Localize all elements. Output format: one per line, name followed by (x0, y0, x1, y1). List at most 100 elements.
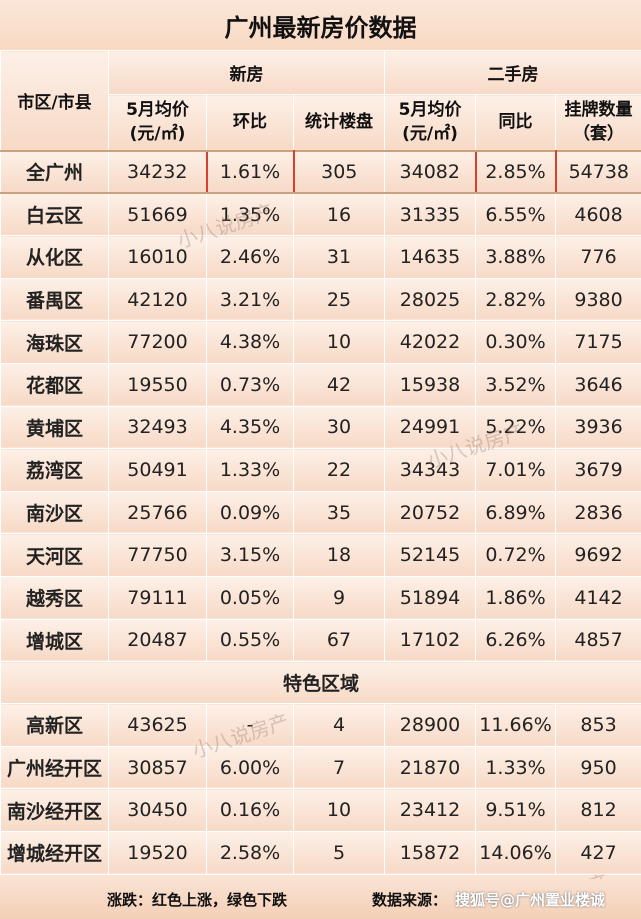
table-row: 海珠区 77200 4.38% 10 42022 0.30% 7175 (0, 320, 641, 364)
table-row: 从化区 16010 2.46% 31 14635 3.88% 776 (0, 235, 641, 279)
listing-count: 3936 (555, 405, 641, 450)
project-count: 18 (292, 533, 386, 577)
listing-count: 812 (555, 788, 641, 832)
new-mom: 1.33% (206, 448, 294, 492)
new-mom: 4.38% (206, 320, 294, 364)
second-yoy: 11.66% (475, 703, 557, 747)
project-count: 305 (292, 149, 386, 195)
footer-source: 数据来源： (372, 890, 448, 909)
listing-count: 4857 (555, 618, 641, 663)
second-yoy: 2.82% (475, 277, 557, 322)
listing-count: 427 (555, 830, 641, 875)
footer: 涨跌：红色上涨，绿色下跌 数据来源： 搜狐号@广州置业楼诚 (0, 879, 641, 919)
header-new-house: 新房 (107, 50, 386, 95)
listing-count: 7175 (555, 320, 641, 364)
table-row: 越秀区 79111 0.05% 9 51894 1.86% 4142 (0, 575, 641, 620)
header-new-col: 统计楼盘 (292, 94, 386, 151)
listing-count: 3679 (555, 448, 641, 492)
second-yoy: 6.26% (475, 618, 557, 663)
table-row: 广州经开区 30857 6.00% 7 21870 1.33% 950 (0, 745, 641, 790)
region-name: 海珠区 (0, 320, 109, 364)
project-count: 22 (292, 448, 386, 492)
second-price: 51894 (384, 575, 477, 620)
second-price: 21870 (384, 745, 477, 790)
second-price: 31335 (384, 192, 477, 237)
header-second-col: 挂牌数量 （套） (555, 94, 641, 151)
project-count: 30 (292, 405, 386, 450)
price-table: 市区/市县 新房 二手房 5月均价 (元/㎡) 环比 统计楼盘 5月均价 (元/㎡) 同… (0, 50, 641, 875)
page-title: 广州最新房价数据 (0, 0, 641, 50)
new-price: 32493 (108, 405, 207, 450)
table-row: 黄埔区 32493 4.35% 30 24991 5.22% 3936 (0, 405, 641, 450)
second-price: 34082 (384, 149, 477, 195)
new-price: 51669 (108, 192, 207, 237)
new-price: 16010 (108, 235, 207, 279)
new-mom: 0.09% (206, 490, 294, 535)
new-mom: 0.16% (206, 788, 294, 832)
project-count: 35 (292, 490, 386, 535)
second-price: 34343 (384, 448, 477, 492)
new-mom: 3.21% (206, 277, 294, 322)
new-price: 34232 (108, 149, 207, 195)
new-price: 77750 (108, 533, 207, 577)
project-count: 7 (292, 745, 386, 790)
region-name: 高新区 (0, 703, 109, 747)
project-count: 5 (292, 830, 386, 875)
new-price: 19520 (108, 830, 207, 875)
new-price: 30857 (108, 745, 207, 790)
second-yoy: 0.72% (475, 533, 557, 577)
section-header-row: 特色区域 (0, 661, 641, 705)
region-name: 全广州 (0, 149, 109, 195)
footer-legend: 涨跌：红色上涨，绿色下跌 (107, 890, 288, 909)
second-price: 17102 (384, 618, 477, 663)
region-name: 南沙经开区 (0, 788, 109, 832)
project-count: 10 (292, 320, 386, 364)
new-price: 43625 (108, 703, 207, 747)
table-row: 天河区 77750 3.15% 18 52145 0.72% 9692 (0, 533, 641, 577)
second-yoy: 7.01% (475, 448, 557, 492)
table-row: 南沙区 25766 0.09% 35 20752 6.89% 2836 (0, 490, 641, 535)
second-yoy: 3.88% (475, 235, 557, 279)
header-second-hand: 二手房 (384, 50, 641, 95)
listing-count: 9380 (555, 277, 641, 322)
new-mom: 2.58% (206, 830, 294, 875)
new-price: 20487 (108, 618, 207, 663)
second-price: 42022 (384, 320, 477, 364)
second-yoy: 14.06% (475, 830, 557, 875)
new-price: 30450 (108, 788, 207, 832)
second-price: 23412 (384, 788, 477, 832)
listing-count: 853 (555, 703, 641, 747)
region-name: 越秀区 (0, 575, 109, 620)
second-price: 52145 (384, 533, 477, 577)
special-section-title: 特色区域 (0, 661, 641, 705)
header-new-col: 5月均价 (元/㎡) (108, 94, 207, 151)
second-price: 14635 (384, 235, 477, 279)
second-yoy: 6.89% (475, 490, 557, 535)
table-row: 花都区 19550 0.73% 42 15938 3.52% 3646 (0, 362, 641, 407)
region-name: 增城经开区 (0, 830, 109, 875)
table-row: 白云区 51669 1.35% 16 31335 6.55% 4608 (0, 192, 641, 237)
second-price: 20752 (384, 490, 477, 535)
second-yoy: 6.55% (475, 192, 557, 237)
new-mom: 6.00% (206, 745, 294, 790)
listing-count: 2836 (555, 490, 641, 535)
region-name: 白云区 (0, 192, 109, 237)
second-yoy: 3.52% (475, 362, 557, 407)
new-price: 79111 (108, 575, 207, 620)
listing-count: 4142 (555, 575, 641, 620)
table-row: 番禺区 42120 3.21% 25 28025 2.82% 9380 (0, 277, 641, 322)
region-name: 增城区 (0, 618, 109, 663)
second-yoy: 1.86% (475, 575, 557, 620)
table-row: 增城区 20487 0.55% 67 17102 6.26% 4857 (0, 618, 641, 663)
project-count: 4 (292, 703, 386, 747)
new-mom: 1.35% (206, 192, 294, 237)
new-mom: 0.55% (206, 618, 294, 663)
listing-count: 776 (555, 235, 641, 279)
table-row: 荔湾区 50491 1.33% 22 34343 7.01% 3679 (0, 448, 641, 492)
project-count: 9 (292, 575, 386, 620)
new-price: 42120 (108, 277, 207, 322)
new-price: 19550 (108, 362, 207, 407)
new-price: 77200 (108, 320, 207, 364)
second-yoy: 1.33% (475, 745, 557, 790)
